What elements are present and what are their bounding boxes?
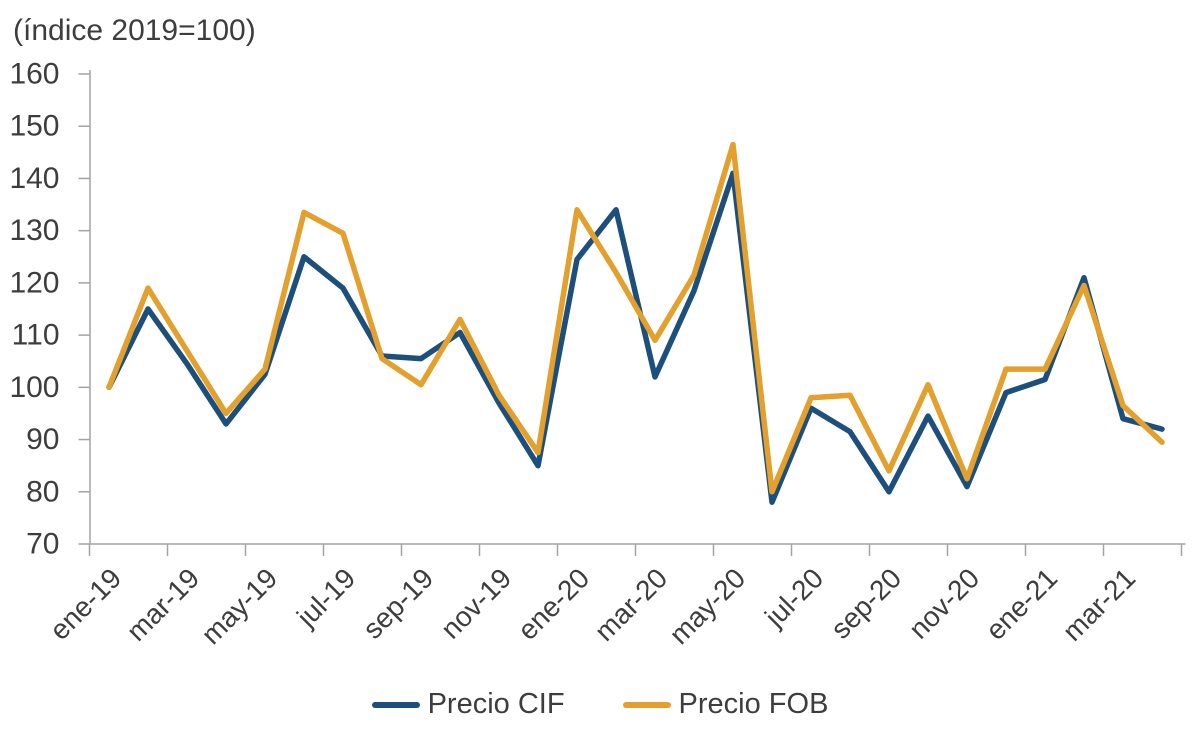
y-axis-tick-label: 100 xyxy=(9,371,59,404)
x-axis-tick-label: sep-19 xyxy=(357,562,439,644)
x-axis-tick-label: may-20 xyxy=(663,562,751,650)
x-axis-tick-label: mar-21 xyxy=(1057,562,1142,647)
y-axis-tick-label: 140 xyxy=(9,162,59,195)
x-axis-tick-label: jul-19 xyxy=(290,562,361,633)
x-axis-tick-label: nov-20 xyxy=(903,562,985,644)
legend-label-precio-cif: Precio CIF xyxy=(427,688,565,720)
y-axis-tick-label: 160 xyxy=(9,58,59,91)
precio-cif-line-swatch xyxy=(371,701,420,708)
x-axis-tick-label: mar-19 xyxy=(121,562,206,647)
y-axis-tick-label: 130 xyxy=(9,214,59,247)
x-axis-tick-label: ene-21 xyxy=(980,562,1064,646)
x-axis-tick-label: mar-20 xyxy=(589,562,674,647)
y-axis-tick-label: 110 xyxy=(12,319,60,352)
x-axis-tick-label: ene-19 xyxy=(44,562,128,646)
series-line-precio-fob xyxy=(106,141,1165,495)
legend-item-precio-cif: Precio CIF xyxy=(371,688,565,721)
x-axis-tick-label: may-19 xyxy=(195,562,283,650)
y-axis-tick-label: 150 xyxy=(9,110,59,143)
y-axis-tick-label: 80 xyxy=(26,475,59,508)
x-axis-tick-label: ene-20 xyxy=(512,562,596,646)
y-axis-tick-label: 120 xyxy=(9,266,59,299)
x-axis-tick-label: jul-20 xyxy=(758,562,829,633)
chart-legend: Precio CIF Precio FOB xyxy=(0,688,1200,721)
legend-label-precio-fob: Precio FOB xyxy=(678,688,829,720)
x-axis-tick-label: sep-20 xyxy=(825,562,907,644)
x-axis-tick-label: nov-19 xyxy=(435,562,517,644)
legend-item-precio-fob: Precio FOB xyxy=(622,688,829,721)
chart-title: (índice 2019=100) xyxy=(13,14,256,47)
series-line-precio-cif xyxy=(106,170,1165,505)
precio-fob-line-swatch xyxy=(622,701,671,708)
y-axis-tick-label: 70 xyxy=(26,528,59,561)
y-axis-tick-label: 90 xyxy=(26,423,59,456)
